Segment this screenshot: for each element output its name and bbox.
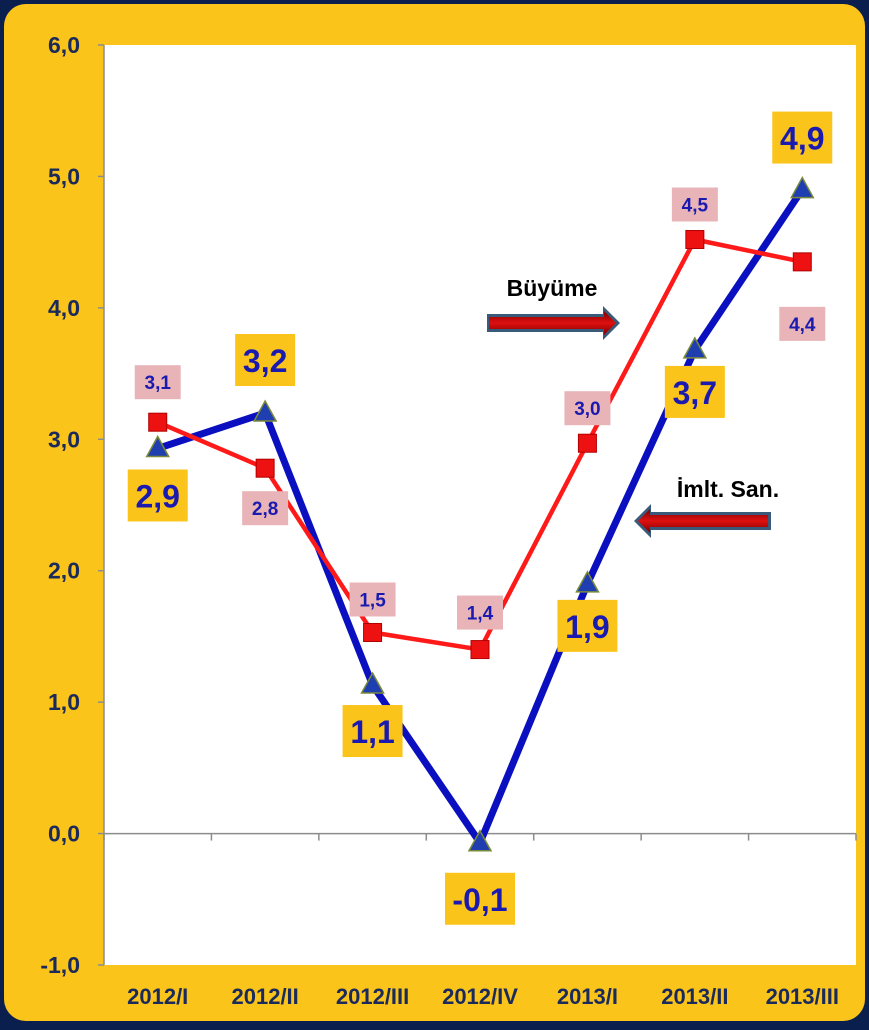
legend-growth-label: Büyüme <box>507 275 598 301</box>
manufacturing-data-label: 1,9 <box>565 609 609 645</box>
y-tick-label: 1,0 <box>48 689 80 715</box>
growth-data-label-box <box>242 491 289 526</box>
y-axis-tick-labels: -1,0 0,0 1,0 2,0 3,0 4,0 5,0 6,0 <box>40 32 80 978</box>
growth-data-label-box <box>671 187 718 222</box>
manufacturing-data-label-box <box>664 365 725 418</box>
series-markers <box>145 176 815 852</box>
series-growth-marker <box>363 622 383 642</box>
growth-data-label-box <box>564 391 611 426</box>
series-manufacturing-marker <box>682 336 708 359</box>
series-growth-marker <box>685 230 705 250</box>
y-tick-label: 3,0 <box>48 426 80 452</box>
plot-area <box>104 45 856 965</box>
growth-data-label-box <box>779 306 826 341</box>
x-tick-label: 2013/I <box>557 984 618 1009</box>
growth-data-label-box <box>349 582 396 617</box>
x-tick-label: 2012/IV <box>442 984 518 1009</box>
x-axis-tick-labels: 2012/I 2012/II 2012/III 2012/IV 2013/I 2013/I… <box>127 984 839 1009</box>
manufacturing-data-label-box <box>342 705 403 758</box>
x-tick-label: 2012/II <box>232 984 299 1009</box>
y-tick-label: -1,0 <box>40 952 80 978</box>
growth-data-label: 3,0 <box>574 399 600 420</box>
x-tick-label: 2012/III <box>336 984 409 1009</box>
series-growth-marker <box>792 252 812 272</box>
manufacturing-data-label-box <box>127 469 188 522</box>
y-tick-label: 4,0 <box>48 295 80 321</box>
y-tick-label: 6,0 <box>48 32 80 58</box>
series-manufacturing-marker <box>145 434 170 458</box>
growth-data-label-box <box>134 365 181 400</box>
manufacturing-data-label: 2,9 <box>135 478 179 514</box>
series-manufacturing-marker <box>575 570 600 593</box>
manufacturing-data-label: -0,1 <box>452 882 507 918</box>
legend-manufacturing-arrow-icon <box>634 504 771 538</box>
series-growth-marker <box>577 433 597 453</box>
series-growth-marker <box>470 640 490 660</box>
manufacturing-data-label: 3,7 <box>673 375 717 411</box>
growth-data-label: 1,5 <box>359 590 386 611</box>
growth-data-label: 2,8 <box>252 499 278 520</box>
manufacturing-data-label: 4,9 <box>780 121 824 157</box>
legend-manufacturing: İmlt. San. <box>634 476 779 538</box>
growth-data-label-box <box>457 595 503 630</box>
y-tick-label: 5,0 <box>48 163 80 189</box>
manufacturing-data-label-box <box>445 872 515 925</box>
series-manufacturing-marker <box>790 176 815 199</box>
legend-growth: Büyüme <box>487 275 620 340</box>
legend-growth-arrow-icon <box>487 306 620 340</box>
manufacturing-data-label-box <box>557 599 618 652</box>
legend-manufacturing-label: İmlt. San. <box>677 476 779 502</box>
manufacturing-data-label-box <box>772 111 833 164</box>
series-manufacturing-marker <box>252 399 278 422</box>
data-labels: 3,1 2,8 1,5 1,4 3,0 4,5 4,4 2,9 3,2 1,1 -0,1 1,9 3,7… <box>127 111 833 925</box>
y-tick-label: 2,0 <box>48 558 80 584</box>
x-tick-label: 2012/I <box>127 984 188 1009</box>
growth-data-label: 4,5 <box>682 196 709 217</box>
growth-data-label: 1,4 <box>467 604 494 625</box>
manufacturing-data-label-box <box>235 334 296 386</box>
growth-data-label: 3,1 <box>145 373 172 394</box>
legend-annotations: Büyüme İmlt. San. <box>487 275 779 538</box>
series-manufacturing-marker <box>360 671 385 694</box>
x-tick-label: 2013/III <box>766 984 839 1009</box>
y-tick-label: 0,0 <box>48 821 80 847</box>
series-manufacturing-marker <box>467 829 493 852</box>
growth-data-label: 4,4 <box>789 315 816 336</box>
x-tick-label: 2013/II <box>661 984 728 1009</box>
series-growth-marker <box>255 458 275 478</box>
series-growth-marker <box>148 412 168 432</box>
manufacturing-data-label: 3,2 <box>243 343 287 379</box>
manufacturing-data-label: 1,1 <box>350 714 394 750</box>
